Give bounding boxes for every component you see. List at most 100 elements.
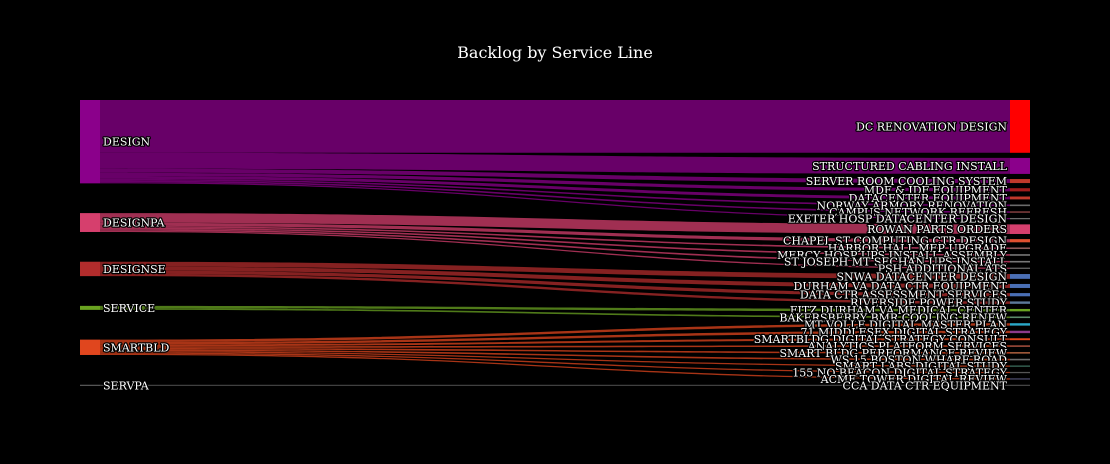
target-label-harbor-hall-mep-upgrade: HARBOR HALL MEP UPGRADE	[828, 242, 1007, 255]
link-smartbld-to-analytics-platform-services[interactable]	[100, 345, 1010, 348]
link-servpa-to-cca-data-ctr-equipment[interactable]	[100, 384, 1010, 386]
target-label-campus-network-refresh: CAMPUS NETWORK REFRESH	[829, 206, 1007, 219]
link-smartbld-to-mt-volle-digital-master-plan[interactable]	[100, 323, 1010, 343]
link-design-to-datacenter-equipment[interactable]	[100, 176, 1010, 200]
labels-layer: DESIGN DESIGNPA DESIGNSE SERVICE SMARTBLD SER…	[102, 119, 1009, 393]
source-node-servpa[interactable]	[80, 384, 100, 386]
target-label-rowan-parts-orders: ROWAN PARTS ORDERS	[867, 223, 1007, 236]
target-label-datacenter-equipment: DATACENTER EQUIPMENT	[849, 192, 1008, 205]
target-label-structured-cabling-install: STRUCTURED CABLING INSTALL	[812, 160, 1008, 173]
target-label-acme-tower-digital-review: ACME TOWER DIGITAL REVIEW	[820, 373, 1008, 386]
link-designpa-to-st-joseph-mt-sechan-ups-install[interactable]	[100, 229, 1010, 263]
target-node-riverside-power-study[interactable]	[1010, 301, 1030, 304]
target-label-exeter-hosp-datacenter-design: EXETER HOSP DATACENTER DESIGN	[788, 213, 1008, 226]
target-label-mercy-hosp-ups-install-assembly: MERCY HOSP UPS INSTALL ASSEMBLY	[777, 249, 1008, 262]
target-label-smart-labs-digital-study: SMART LABS DIGITAL STUDY	[835, 360, 1008, 373]
target-label-server-room-cooling-system: SERVER ROOM COOLING SYSTEM	[806, 175, 1007, 188]
link-design-to-campus-network-refresh[interactable]	[100, 180, 1010, 213]
target-label-mt-volle-digital-master-plan: MT VOLLE DIGITAL MASTER PLAN	[804, 318, 1007, 331]
target-label-155-no-beacon-digital-strategy: 155 NO BEACON DIGITAL STRATEGY	[792, 367, 1007, 380]
chart-title: Backlog by Service Line	[457, 43, 653, 62]
target-node-structured-cabling-install[interactable]	[1010, 157, 1030, 174]
target-label-fitz-durham-va-medical-center: FITZ DURHAM VA MEDICAL CENTER	[790, 304, 1008, 317]
link-designse-to-durham-va-data-ctr-equipment[interactable]	[100, 266, 1010, 288]
target-node-dc-renovation-design[interactable]	[1010, 100, 1030, 153]
target-label-norway-armory-renovation: NORWAY ARMORY RENOVATION	[816, 199, 1007, 212]
target-node-harbor-hall-mep-upgrade[interactable]	[1010, 247, 1030, 250]
target-node-mercy-hosp-ups-install-assembly[interactable]	[1010, 254, 1030, 256]
target-node-data-ctr-assessment-services[interactable]	[1010, 293, 1030, 297]
target-label-mdf-idf-equipment: MDF & IDF EQUIPMENT	[864, 184, 1008, 197]
link-smartbld-to-smartbldg-digital-strategy-consult[interactable]	[100, 338, 1010, 347]
source-label-servpa: SERVPA	[103, 379, 150, 392]
link-designse-to-snwa-datacenter-design[interactable]	[100, 261, 1010, 279]
source-node-designse[interactable]	[80, 261, 100, 277]
target-node-ws-15-boston-wharf-road[interactable]	[1010, 358, 1030, 361]
target-node-mt-volle-digital-master-plan[interactable]	[1010, 323, 1030, 326]
link-service-to-fitz-durham-va-medical-center[interactable]	[100, 305, 1010, 312]
source-node-service[interactable]	[80, 305, 100, 310]
links-layer	[100, 100, 1010, 386]
target-node-server-room-cooling-system[interactable]	[1010, 179, 1030, 184]
target-node-smartbldg-digital-strategy-consult[interactable]	[1010, 338, 1030, 341]
target-label-riverside-power-study: RIVERSIDE POWER STUDY	[850, 297, 1008, 310]
target-node-smart-labs-digital-study[interactable]	[1010, 365, 1030, 367]
target-label-snwa-datacenter-design: SNWA DATACENTER DESIGN	[836, 270, 1007, 283]
link-smartbld-to-acme-tower-digital-review[interactable]	[100, 353, 1010, 380]
target-node-acme-tower-digital-review[interactable]	[1010, 378, 1030, 380]
target-node-psh-additional-ats[interactable]	[1010, 267, 1030, 269]
target-node-71-middlesex-digital-strategy[interactable]	[1010, 330, 1030, 334]
link-designpa-to-chapel-st-computing-ctr-design[interactable]	[100, 222, 1010, 243]
link-smartbld-to-71-middlesex-digital-strategy[interactable]	[100, 330, 1010, 345]
target-node-exeter-hosp-datacenter-design[interactable]	[1010, 217, 1030, 220]
target-label-smart-bldg-performance-review: SMART BLDG PERFORMANCE REVIEW	[779, 347, 1007, 360]
target-label-st-joseph-mt-sechan-ups-install: ST JOSEPH MT SECHAN UPS INSTALL	[784, 256, 1008, 269]
target-node-bakersberry-bmr-cooling-renew[interactable]	[1010, 316, 1030, 319]
source-label-designse: DESIGNSE	[103, 263, 166, 276]
target-node-campus-network-refresh[interactable]	[1010, 211, 1030, 213]
link-designpa-to-harbor-hall-mep-upgrade[interactable]	[100, 225, 1010, 250]
target-node-snwa-datacenter-design[interactable]	[1010, 274, 1030, 279]
link-design-to-mdf-idf-equipment[interactable]	[100, 172, 1010, 192]
target-label-dc-renovation-design: DC RENOVATION DESIGN	[856, 120, 1007, 133]
link-design-to-server-room-cooling-system[interactable]	[100, 168, 1010, 184]
link-smartbld-to-ws-15-boston-wharf-road[interactable]	[100, 349, 1010, 361]
source-label-smartbld: SMARTBLD	[103, 341, 170, 354]
link-design-to-exeter-hosp-datacenter-design[interactable]	[100, 182, 1010, 220]
source-node-smartbld[interactable]	[80, 339, 100, 355]
target-label-cca-data-ctr-equipment: CCA DATA CTR EQUIPMENT	[843, 379, 1008, 392]
link-design-to-structured-cabling-install[interactable]	[100, 152, 1010, 174]
link-design-to-dc-renovation-design[interactable]	[100, 100, 1010, 153]
link-smartbld-to-smart-bldg-performance-review[interactable]	[100, 347, 1010, 354]
link-smartbld-to-smart-labs-digital-study[interactable]	[100, 351, 1010, 367]
target-label-analytics-platform-services: ANALYTICS PLATFORM SERVICES	[807, 340, 1007, 353]
target-label-data-ctr-assessment-services: DATA CTR ASSESSMENT SERVICES	[800, 289, 1007, 302]
target-label-chapel-st-computing-ctr-design: CHAPEL ST COMPUTING CTR DESIGN	[783, 235, 1007, 248]
nodes-layer	[80, 100, 1030, 386]
target-node-smart-bldg-performance-review[interactable]	[1010, 352, 1030, 354]
link-service-to-bakersberry-bmr-cooling-renew[interactable]	[100, 308, 1010, 319]
target-node-analytics-platform-services[interactable]	[1010, 345, 1030, 347]
link-designpa-to-rowan-parts-orders[interactable]	[100, 213, 1010, 234]
target-node-chapel-st-computing-ctr-design[interactable]	[1010, 239, 1030, 243]
link-design-to-norway-armory-renovation[interactable]	[100, 178, 1010, 207]
source-node-designpa[interactable]	[80, 213, 100, 232]
target-node-cca-data-ctr-equipment[interactable]	[1010, 384, 1030, 386]
target-node-rowan-parts-orders[interactable]	[1010, 224, 1030, 234]
link-designse-to-data-ctr-assessment-services[interactable]	[100, 270, 1010, 297]
link-smartbld-to-155-no-beacon-digital-strategy[interactable]	[100, 352, 1010, 374]
target-node-mdf-idf-equipment[interactable]	[1010, 188, 1030, 192]
target-node-fitz-durham-va-medical-center[interactable]	[1010, 308, 1030, 312]
target-node-st-joseph-mt-sechan-ups-install[interactable]	[1010, 260, 1030, 263]
source-label-service: SERVICE	[103, 302, 155, 315]
target-node-datacenter-equipment[interactable]	[1010, 196, 1030, 200]
link-designpa-to-psh-additional-ats[interactable]	[100, 230, 1010, 269]
link-designpa-to-mercy-hosp-ups-install-assembly[interactable]	[100, 227, 1010, 256]
target-node-durham-va-data-ctr-equipment[interactable]	[1010, 283, 1030, 288]
source-node-design[interactable]	[80, 100, 100, 184]
link-designse-to-riverside-power-study[interactable]	[100, 273, 1010, 304]
target-node-155-no-beacon-digital-strategy[interactable]	[1010, 371, 1030, 374]
target-label-71-middlesex-digital-strategy: 71 MIDDLESEX DIGITAL STRATEGY	[801, 326, 1008, 339]
target-node-norway-armory-renovation[interactable]	[1010, 204, 1030, 207]
